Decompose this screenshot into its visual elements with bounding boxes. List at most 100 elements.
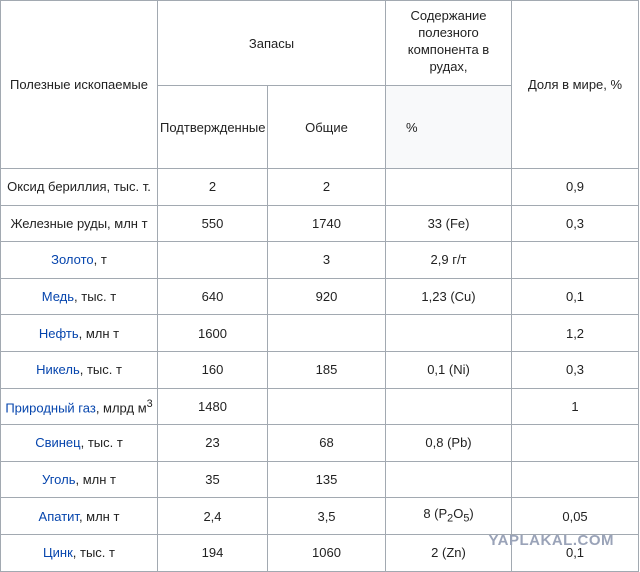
cell-text: 1,2 [565,325,585,341]
header-text: Общие [305,119,348,135]
cell-text: 2 [322,179,331,195]
cell-text: , млн т [78,325,120,341]
header-text: % [406,119,418,135]
table-cell: 0,8 (Pb) [385,424,513,462]
table-cell: 23 [157,424,268,462]
header-text: Доля в мире, % [527,77,623,92]
mineral-link[interactable]: Цинк [43,545,73,561]
table-cell: 8 (P2O5) [385,497,513,535]
cell-text: , млрд м [95,400,147,416]
mineral-link[interactable]: Золото [51,252,94,268]
mineral-link[interactable]: Свинец [35,435,81,451]
table-cell: 33 (Fe) [385,204,513,243]
table-cell: 0,3 [511,204,640,243]
table-cell: 185 [266,350,387,389]
cell-text: 0,05 [562,508,588,524]
cell-text: 2,4 [203,508,222,524]
table-cell: 160 [157,350,268,389]
subscript: 2 [447,512,454,525]
table-cell: Апатит, млн т [0,497,158,535]
cell-text: 3,5 [317,508,336,524]
cell-text: 2 (Zn) [431,545,466,561]
table-row: Золото, т 3 2,9 г/т [0,241,640,279]
cell-text: 1,23 (Cu) [421,289,476,305]
mineral-link[interactable]: Медь [41,289,75,305]
table-cell: Нефть, млн т [0,314,158,352]
table-cell: 640 [157,277,268,316]
cell-text: 185 [315,362,338,378]
mineral-link[interactable]: Никель [36,362,80,378]
cell-text: 550 [201,215,224,231]
table-cell: Цинк, тыс. т [0,533,158,572]
cell-text: O [453,505,464,521]
table-cell [511,460,640,499]
cell-text: 160 [201,362,224,378]
table-cell: 2,4 [157,497,268,535]
cell-text: 33 (Fe) [427,215,470,231]
table-cell: Природный газ, млрд м3 [0,387,158,426]
table-cell: 2,9 г/т [385,241,513,279]
cell-text: , млн т [78,508,120,524]
table-cell [511,424,640,462]
header-text: Подтвержденные [160,119,266,135]
table-cell: 135 [266,460,387,499]
cell-text: 194 [201,545,224,561]
cell-text: 0,1 [565,545,585,561]
table-cell: 1740 [266,204,387,243]
table-cell: 0,1 [511,277,640,316]
cell-text: 0,3 [565,215,585,231]
cell-text: 0,1 [565,289,585,305]
table-cell: 0,05 [511,497,640,535]
mineral-link[interactable]: Природный газ [5,400,96,416]
table-cell: 3,5 [266,497,387,535]
cell-text: , млн т [75,472,116,488]
table-cell: Оксид бериллия, тыс. т. [0,168,158,206]
table-cell [385,168,513,206]
table-cell: 68 [266,424,387,462]
cell-text: 2,9 г/т [430,252,467,268]
cell-text: 0,3 [565,362,585,378]
table-cell: 0,9 [511,168,640,206]
table-cell: 1480 [157,387,268,426]
subscript: 5 [463,512,470,525]
table-row: Медь, тыс. т 640 920 1,23 (Cu) 0,1 [0,277,640,316]
cell-text: , тыс. т [74,289,117,305]
table-cell [266,314,387,352]
table-cell: Медь, тыс. т [0,277,158,316]
cell-text: 1480 [198,398,227,414]
cell-text: , тыс. т [72,545,115,561]
table-cell: 3 [266,241,387,279]
table-cell: 0,1 (Ni) [385,350,513,389]
mineral-link[interactable]: Уголь [42,472,76,488]
header-cell: % [385,85,513,169]
table-row: Свинец, тыс. т 23 68 0,8 (Pb) [0,424,640,462]
header-cell: Общие [266,85,387,169]
cell-text: , тыс. т [80,435,123,451]
table-cell: 194 [157,533,268,572]
header-cell: Подтвержденные [157,85,268,169]
header-cell: Полезные ископаемые [0,0,158,169]
cell-text: Железные руды, млн т [10,215,148,231]
table-cell: 1 [511,387,640,426]
table-cell [385,387,513,426]
header-cell: Доля в мире, % [511,0,640,169]
mineral-link[interactable]: Нефть [38,325,79,341]
table-cell: 1,2 [511,314,640,352]
cell-text: , т [93,252,107,268]
mineral-link[interactable]: Апатит [38,508,79,524]
cell-text: 8 (P [423,505,448,521]
cell-text: 1060 [312,545,341,561]
cell-text: 640 [201,289,224,305]
cell-text: 3 [322,252,331,268]
table-cell: Уголь, млн т [0,460,158,499]
table-cell: 0,1 [511,533,640,572]
table-row: Никель, тыс. т 160 185 0,1 (Ni) 0,3 [0,350,640,389]
cell-text: 0,8 (Pb) [425,435,472,451]
table-cell: 1,23 (Cu) [385,277,513,316]
table-cell: 35 [157,460,268,499]
table-cell: 1060 [266,533,387,572]
cell-text: 135 [315,472,338,488]
header-text: Запасы [248,35,295,51]
